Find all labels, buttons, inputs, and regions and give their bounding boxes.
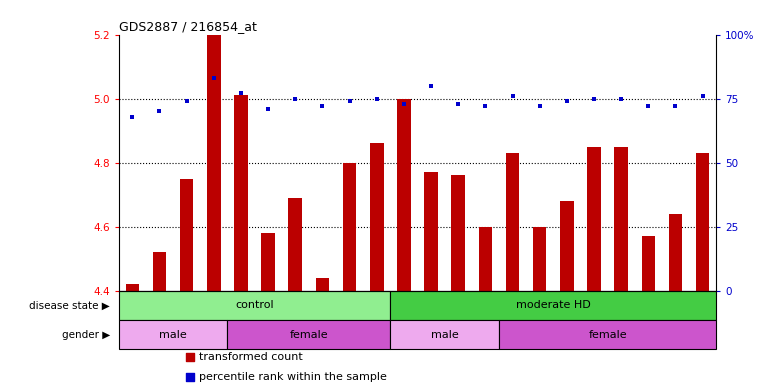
Point bbox=[506, 93, 519, 99]
Bar bbox=[234, 95, 247, 291]
Bar bbox=[424, 172, 438, 291]
Point bbox=[208, 75, 220, 81]
Bar bbox=[391, 291, 716, 320]
Text: GDS2887 / 216854_at: GDS2887 / 216854_at bbox=[119, 20, 257, 33]
Bar bbox=[316, 278, 329, 291]
Point bbox=[126, 113, 139, 119]
Text: percentile rank within the sample: percentile rank within the sample bbox=[199, 372, 388, 382]
Point bbox=[262, 106, 274, 112]
Point bbox=[371, 96, 383, 102]
Bar bbox=[642, 236, 655, 291]
Point bbox=[669, 103, 682, 109]
Text: transformed count: transformed count bbox=[199, 352, 303, 362]
Bar bbox=[152, 252, 166, 291]
Point bbox=[235, 90, 247, 96]
Text: control: control bbox=[235, 300, 273, 310]
Point bbox=[561, 98, 573, 104]
Point bbox=[480, 103, 492, 109]
Bar bbox=[560, 201, 574, 291]
Point bbox=[642, 103, 654, 109]
Point bbox=[534, 103, 546, 109]
Bar bbox=[588, 147, 601, 291]
Text: gender ▶: gender ▶ bbox=[61, 329, 110, 339]
Bar bbox=[228, 320, 391, 349]
Point bbox=[289, 96, 301, 102]
Text: moderate HD: moderate HD bbox=[516, 300, 591, 310]
Point bbox=[425, 83, 437, 89]
Point bbox=[343, 98, 355, 104]
Bar bbox=[289, 198, 302, 291]
Bar bbox=[696, 153, 709, 291]
Bar bbox=[397, 99, 411, 291]
Bar bbox=[451, 175, 465, 291]
Bar bbox=[370, 143, 384, 291]
Bar bbox=[126, 284, 139, 291]
Text: female: female bbox=[290, 329, 328, 339]
Point bbox=[316, 103, 329, 109]
Bar bbox=[207, 35, 221, 291]
Bar bbox=[614, 147, 628, 291]
Bar bbox=[119, 291, 391, 320]
Bar bbox=[479, 227, 493, 291]
Bar bbox=[343, 163, 356, 291]
Bar bbox=[533, 227, 546, 291]
Bar bbox=[261, 233, 275, 291]
Text: male: male bbox=[430, 329, 459, 339]
Text: disease state ▶: disease state ▶ bbox=[29, 300, 110, 310]
Point bbox=[181, 98, 193, 104]
Text: female: female bbox=[588, 329, 627, 339]
Bar bbox=[119, 320, 228, 349]
Point bbox=[398, 101, 410, 107]
Point bbox=[153, 108, 165, 114]
Text: male: male bbox=[159, 329, 187, 339]
Point bbox=[588, 96, 600, 102]
Point bbox=[615, 96, 627, 102]
Bar bbox=[499, 320, 716, 349]
Point bbox=[452, 101, 464, 107]
Bar bbox=[506, 153, 519, 291]
Bar bbox=[391, 320, 499, 349]
Bar bbox=[180, 179, 194, 291]
Point bbox=[696, 93, 709, 99]
Bar bbox=[669, 214, 683, 291]
